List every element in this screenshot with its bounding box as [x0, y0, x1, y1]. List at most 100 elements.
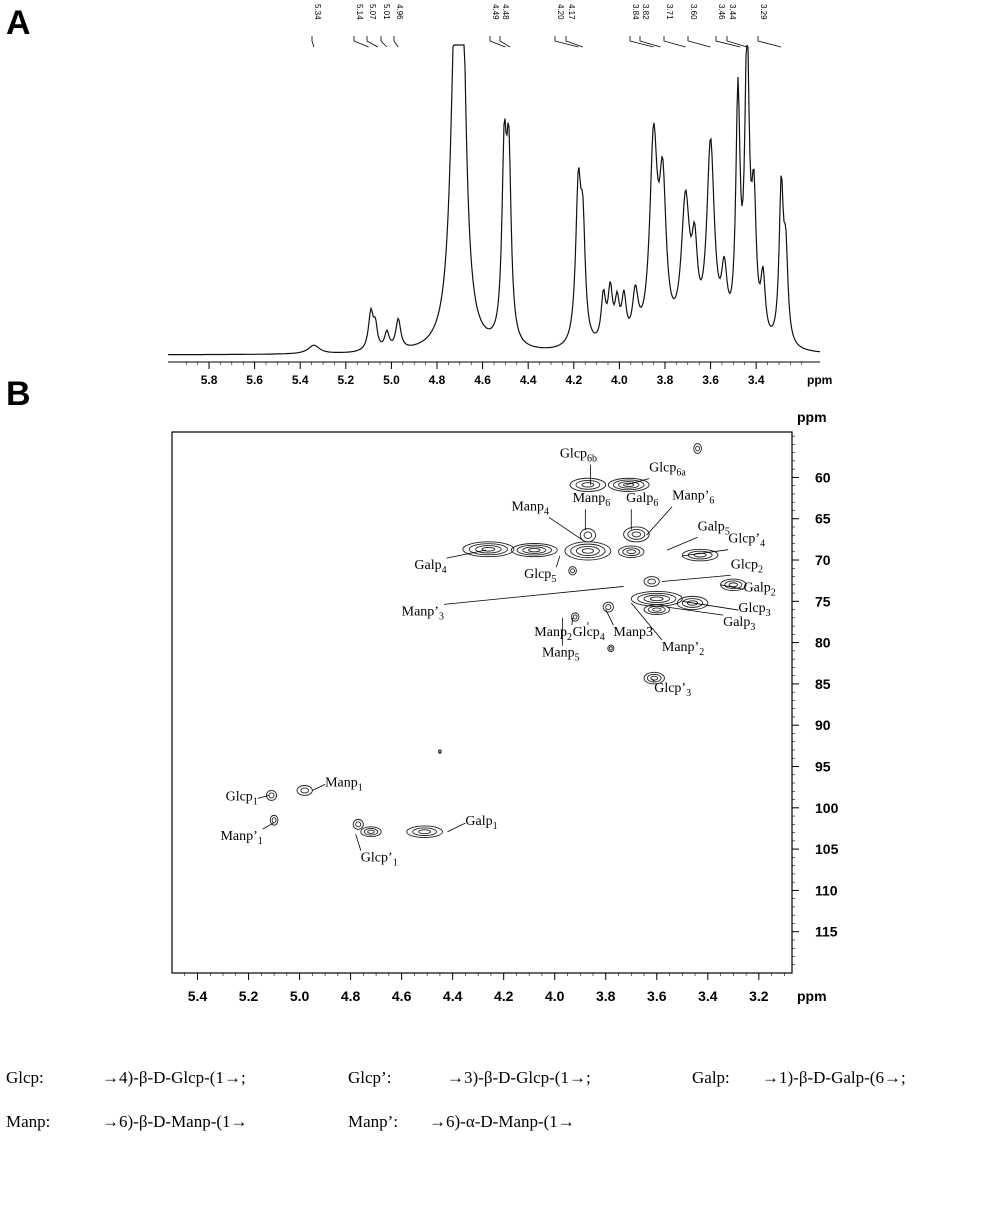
peak-tick: [499, 36, 511, 48]
legend-abbr-manp-prime: Manp’:: [348, 1112, 399, 1131]
peak-annotation: Manp3: [613, 625, 653, 640]
cross-peak: [618, 545, 645, 558]
peak-tick: [489, 36, 506, 48]
legend-desc-manp: →6)-β-D-Manp-(1→: [102, 1112, 248, 1131]
y-tick-label: 85: [815, 676, 831, 692]
cross-peak: [406, 825, 443, 838]
contour-ring: [608, 646, 613, 651]
annotation-leader: [443, 586, 624, 605]
peak-annotation: Manp’1: [220, 829, 262, 847]
contour-ring: [686, 600, 699, 606]
annotation-leader: [630, 602, 663, 641]
annotation-leader: [262, 822, 275, 830]
x-tick-label: 4.6: [392, 988, 412, 1004]
annotation-subscript: 1: [393, 857, 398, 868]
contour-ring: [693, 443, 702, 454]
legend-row-1: Glcp: →4)-β-D-Glcp-(1→; Glcp’: →3)-β-D-G…: [6, 1068, 982, 1092]
contour-ring: [681, 548, 719, 562]
peak-annotation: Manp’6: [672, 489, 714, 507]
annotation-subscript: 6: [605, 498, 610, 509]
contour-ring: [647, 578, 656, 585]
annotation-main: Glcp’: [654, 681, 686, 696]
contour-ring: [618, 545, 645, 558]
annotation-subscript: 1: [358, 782, 363, 793]
cross-peak: [607, 477, 650, 492]
peak-label: 4.17: [567, 4, 576, 20]
annotation-subscript: 4: [544, 506, 549, 517]
contour-ring: [438, 750, 442, 754]
peak-annotation: Manp6: [573, 491, 611, 509]
cross-peak: [510, 543, 558, 558]
contour-ring: [695, 445, 700, 452]
annotation-leader: [646, 506, 673, 536]
contour-ring: [569, 477, 607, 492]
annotation-subscript: 4: [760, 539, 765, 550]
contour-ring: [572, 614, 578, 620]
peak-annotation: Galp1: [465, 814, 497, 832]
contour-ring: [363, 828, 379, 836]
contour-ring: [643, 671, 665, 685]
peak-tick: [757, 36, 782, 48]
annotation-main: Glcp: [649, 461, 676, 476]
cross-peak: [623, 526, 650, 543]
contour-ring: [647, 605, 666, 614]
contour-ring: [355, 821, 362, 828]
contour-ring: [605, 604, 612, 611]
contour-ring: [618, 481, 640, 489]
contour-ring: [575, 480, 601, 490]
peak-annotation: Glcp’1: [361, 850, 398, 868]
annotation-leader: [682, 600, 739, 611]
peak-annotation: Glcp1: [226, 789, 258, 807]
contour-ring: [570, 568, 575, 574]
legend-desc-manp-prime: →6)-α-D-Manp-(1→: [429, 1112, 575, 1131]
annotation-main: Galp: [465, 814, 492, 829]
peak-label: 3.29: [759, 4, 768, 20]
annotation-main: Glcp: [226, 789, 253, 804]
annotation-leader: [666, 536, 698, 551]
cross-peak: [564, 541, 612, 561]
peak-label: 3.82: [641, 4, 650, 20]
peak-label: 3.44: [728, 4, 737, 20]
annotation-main: Manp’: [402, 604, 439, 619]
cross-peak: [602, 601, 614, 613]
x-tick-label: 4.4: [520, 373, 537, 387]
contour-ring: [568, 566, 577, 576]
annotation-subscript: 6: [709, 496, 714, 507]
annotation-subscript: 1: [493, 821, 498, 832]
annotation-subscript: 5: [551, 574, 556, 585]
contour-ring: [631, 531, 642, 538]
peak-tick: [639, 36, 661, 48]
annotation-subscript: 2: [758, 564, 763, 575]
contour-ring: [643, 604, 670, 615]
y-tick-label: 90: [815, 717, 831, 733]
peak-tick: [565, 36, 584, 48]
peak-tick: [353, 36, 369, 48]
contour-ring: [300, 787, 309, 794]
x-tick-label: 3.8: [657, 373, 674, 387]
annotation-main: Manp’: [672, 489, 709, 504]
annotation-leader: [571, 617, 573, 626]
contour-ring: [268, 792, 275, 799]
hsqc-spectrum: 5.4 5.2 5.0 4.8 4.6 4.4 4.2 4.0 3.8 3.6 3.4 3.2 ppm 6…: [171, 409, 839, 1004]
contour-ring: [607, 644, 615, 653]
peak-label: 3.84: [631, 4, 640, 20]
annotation-subscript: 1: [258, 836, 263, 847]
x-tick-label: 5.2: [337, 373, 354, 387]
x-tick-label: 4.0: [545, 988, 565, 1004]
x-axis-label: ppm: [807, 373, 832, 387]
x-tick-label: 5.0: [383, 373, 400, 387]
peak-tick: [311, 36, 315, 48]
peak-tick: [663, 36, 686, 48]
x-tick-label: 3.4: [748, 373, 765, 387]
contour-ring: [570, 543, 606, 559]
peak-annotation: Glcp2: [731, 557, 763, 575]
peak-label: 5.07: [368, 4, 377, 20]
x-tick-label: 3.4: [698, 988, 718, 1004]
peak-annotation: Galp4: [414, 558, 446, 576]
annotation-leader: [720, 584, 744, 590]
peak-annotation: Manp’2: [662, 640, 704, 658]
legend-abbr-glcp: Glcp:: [6, 1068, 44, 1087]
annotation-main: Manp: [534, 625, 567, 640]
peak-label: 5.01: [382, 4, 391, 20]
annotation-subscript: 3: [750, 622, 755, 633]
